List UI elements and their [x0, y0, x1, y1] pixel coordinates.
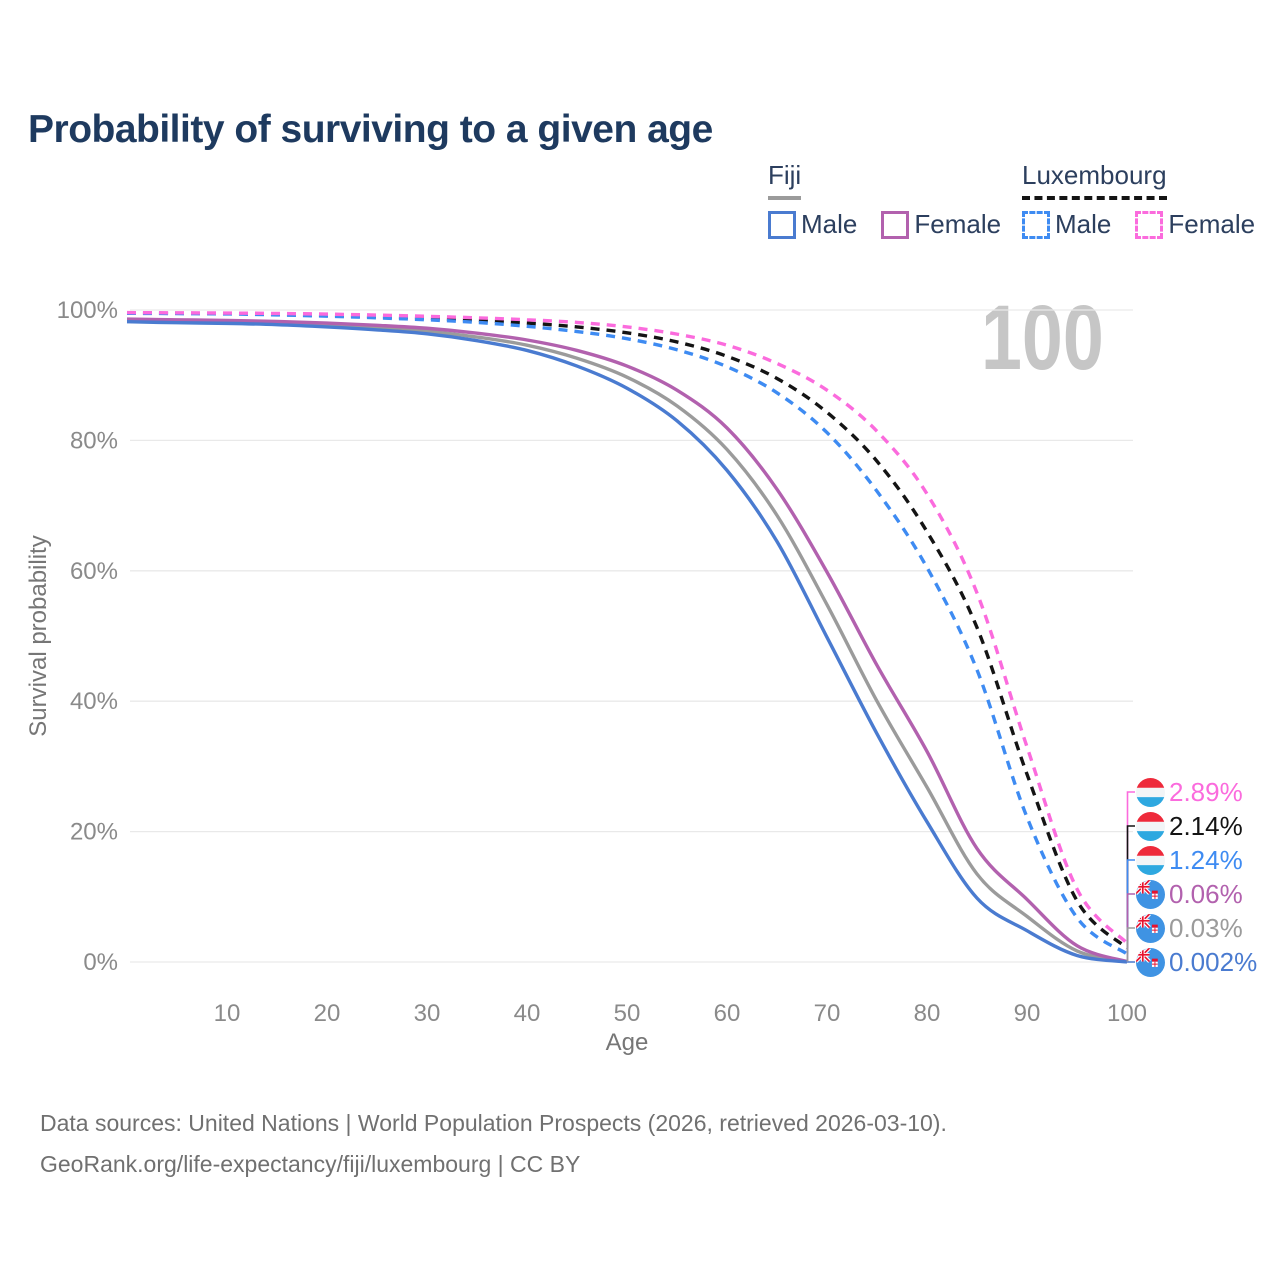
plot-area[interactable] — [127, 310, 1135, 962]
end-label-value: 0.06% — [1169, 878, 1243, 909]
fiji-flag-icon — [1136, 879, 1165, 909]
x-tick-label: 40 — [514, 1000, 541, 1027]
hover-age-watermark: 100 — [981, 292, 1104, 384]
legend-item-label: Female — [1168, 209, 1256, 239]
legend-item-fiji-male[interactable]: Male — [768, 209, 857, 240]
luxembourg-flag-icon — [1136, 777, 1165, 807]
end-label-fiji-both-sexes: 0.03% — [1136, 913, 1243, 943]
end-label-fiji-female: 0.06% — [1136, 879, 1243, 909]
legend-item-fiji-female[interactable]: Female — [881, 209, 1001, 240]
line-style-swatch — [1022, 210, 1050, 239]
series-line-fiji-male — [126, 320, 1128, 964]
series-line-fiji-both-sexes — [126, 318, 1128, 964]
end-label-value: 1.24% — [1169, 844, 1243, 875]
legend-group-fiji: Fiji Male Female — [768, 160, 1001, 240]
luxembourg-flag-icon — [1136, 845, 1165, 875]
x-tick-label: 100 — [1107, 1000, 1147, 1027]
luxembourg-flag-icon — [1136, 811, 1165, 841]
x-tick-label: 60 — [714, 1000, 741, 1027]
data-sources-note: Data sources: United Nations | World Pop… — [40, 1110, 947, 1136]
x-axis-title: Age — [606, 1029, 649, 1056]
line-style-swatch — [1135, 210, 1164, 239]
end-label-value: 0.002% — [1169, 946, 1258, 977]
x-tick-label: 30 — [414, 1000, 441, 1027]
end-label-luxembourg-male: 1.24% — [1136, 845, 1243, 875]
y-tick-label: 20% — [70, 819, 118, 846]
series-line-luxembourg-male — [126, 311, 1128, 956]
x-tick-label: 10 — [214, 1000, 241, 1027]
y-tick-label: 100% — [57, 297, 118, 324]
y-tick-label: 40% — [70, 688, 118, 715]
end-label-value: 2.89% — [1169, 776, 1243, 807]
legend-item-luxembourg-female[interactable]: Female — [1135, 209, 1255, 240]
end-label-value: 2.14% — [1169, 810, 1243, 841]
legend-country-fiji[interactable]: Fiji — [768, 160, 802, 200]
legend-item-label: Male — [801, 209, 858, 239]
series-line-luxembourg-female — [126, 310, 1129, 945]
legend-country-luxembourg[interactable]: Luxembourg — [1022, 160, 1167, 200]
line-style-swatch — [881, 210, 910, 239]
end-label-luxembourg-female: 2.89% — [1136, 777, 1243, 807]
end-label-luxembourg-both-sexes: 2.14% — [1136, 811, 1243, 841]
legend-item-luxembourg-male[interactable]: Male — [1022, 209, 1111, 240]
y-axis-title: Survival probability — [25, 535, 52, 736]
legend-group-luxembourg: Luxembourg Male Female — [1022, 160, 1255, 240]
line-style-swatch — [768, 210, 796, 239]
y-tick-label: 80% — [70, 427, 118, 454]
end-label-fiji-male: 0.002% — [1136, 947, 1257, 977]
end-label-value: 0.03% — [1169, 912, 1243, 943]
x-tick-label: 20 — [314, 1000, 341, 1027]
page-title: Probability of surviving to a given age — [28, 108, 713, 152]
x-tick-label: 90 — [1014, 1000, 1041, 1027]
fiji-flag-icon — [1136, 947, 1165, 977]
attribution-link: GeoRank.org/life-expectancy/fiji/luxembo… — [40, 1151, 581, 1177]
legend-item-label: Female — [914, 209, 1002, 239]
end-label-connector — [1126, 927, 1135, 962]
series-line-fiji-female — [126, 317, 1128, 964]
legend-item-label: Male — [1055, 209, 1112, 239]
x-tick-label: 70 — [814, 1000, 841, 1027]
y-tick-label: 60% — [70, 558, 118, 585]
fiji-flag-icon — [1136, 913, 1165, 943]
y-tick-label: 0% — [83, 949, 118, 976]
x-tick-label: 80 — [914, 1000, 941, 1027]
x-tick-label: 50 — [614, 1000, 641, 1027]
